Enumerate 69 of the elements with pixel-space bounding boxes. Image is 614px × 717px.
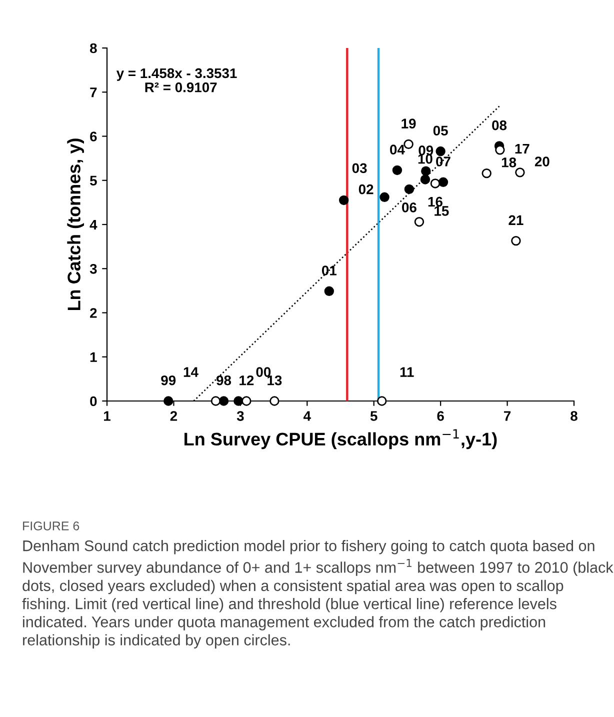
annotation: 04 <box>390 144 405 155</box>
point <box>164 396 174 406</box>
annotation: 09 <box>418 146 434 156</box>
annotation: 05 <box>433 126 448 136</box>
text: Denham Sound catch prediction model prior to fishery going to catch quota based on November survey abundance of 0+ and 1+ scallops nm$^{−1}$ between 1997 to 2010 (black dots, closed years excluded) when a consistent spatial area was open to scallop fishing. Limit (red vertical line) and threshold (blue vertical line) reference levels indicated. Years under quota management excluded from the catch prediction relationship is indicated by open circles. <box>22 540 614 648</box>
x-tick-label: 3 <box>236 411 244 421</box>
y-tick-label: 1 <box>90 352 97 362</box>
annotation: 03 <box>352 163 367 174</box>
point <box>270 396 280 406</box>
annotation: 00 <box>256 367 271 377</box>
x-tick-label: 1 <box>104 411 110 421</box>
annotation: 20 <box>534 156 550 166</box>
point <box>392 165 402 176</box>
point <box>511 236 521 246</box>
point <box>420 174 430 184</box>
annotation: 06 <box>402 202 416 212</box>
annotation: 18 <box>502 157 516 168</box>
annotation: 11 <box>400 367 414 377</box>
x-axis-title: Ln Survey CPUE (scallops nm$^{−1}$,y-1) <box>184 429 497 450</box>
y-tick-label: 4 <box>90 220 98 230</box>
point <box>495 145 505 155</box>
point <box>338 195 349 206</box>
x-tick-label: 4 <box>303 411 311 421</box>
x-tick-label: 8 <box>570 411 578 421</box>
point <box>414 216 424 227</box>
point <box>234 396 244 406</box>
caption: FIGURE 6 <box>23 522 80 530</box>
annotation: 99 <box>161 375 176 386</box>
x-tick-label: 5 <box>370 411 378 421</box>
annotation: 21 <box>508 215 524 225</box>
point <box>430 178 440 188</box>
point <box>482 168 492 178</box>
point <box>218 396 229 406</box>
point <box>380 192 390 202</box>
annotation: 15 <box>434 206 449 216</box>
point <box>421 166 431 176</box>
annotation: 19 <box>402 118 416 128</box>
annotation: 98 <box>216 375 232 386</box>
point <box>404 139 414 150</box>
annotation: 13 <box>268 375 282 386</box>
point <box>377 396 387 406</box>
y-tick-label: 2 <box>90 308 97 318</box>
annotation: 02 <box>358 184 374 194</box>
annotation: 16 <box>428 196 442 207</box>
y-tick-label: 5 <box>90 176 97 186</box>
x-tick-label: 6 <box>437 411 444 421</box>
annotation: 12 <box>240 375 254 386</box>
point <box>515 168 525 178</box>
annotation: 07 <box>436 156 450 166</box>
y-tick-label: 0 <box>90 396 97 406</box>
point <box>324 286 334 296</box>
y-tick-label: 7 <box>90 88 97 98</box>
y-tick-label: 6 <box>90 132 97 142</box>
point <box>404 184 414 194</box>
point <box>242 396 252 406</box>
annotation: 17 <box>515 144 530 154</box>
point <box>438 177 448 187</box>
y-tick-label: 3 <box>90 264 97 274</box>
x-tick-label: 7 <box>504 411 511 421</box>
point <box>210 396 221 406</box>
annotation: 01 <box>322 266 336 276</box>
annotation: R² = 0.9107 <box>145 82 217 92</box>
point <box>436 146 446 156</box>
annotation: 08 <box>492 120 507 130</box>
y-axis-title: Ln Catch (tonnes, y) <box>67 138 84 310</box>
annotation: 14 <box>184 367 198 377</box>
annotation: y = 1.458x - 3.3531 <box>116 68 237 81</box>
y-tick-label: 8 <box>90 43 97 54</box>
x-tick-label: 2 <box>170 411 178 421</box>
